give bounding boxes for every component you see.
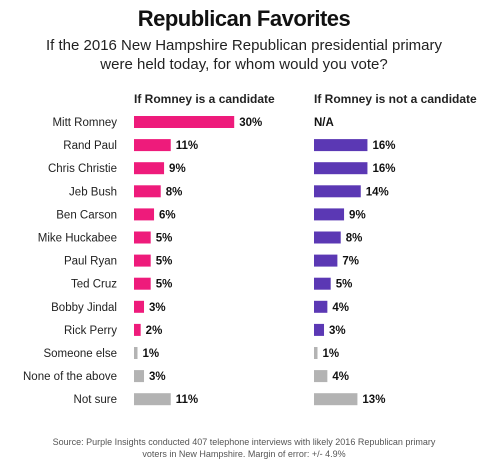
series-header-without-romney: If Romney is not a candidate — [314, 92, 477, 106]
source-note: Source: Purple Insights conducted 407 te… — [52, 437, 436, 459]
value-label-with-romney-rand-paul: 11% — [176, 140, 198, 152]
bar-without-romney-none-of-the-above — [314, 370, 328, 383]
value-label-with-romney-none-of-the-above: 3% — [149, 371, 166, 383]
bar-without-romney-mike-huckabee — [314, 231, 341, 244]
value-label-with-romney-someone-else: 1% — [143, 348, 160, 360]
category-label-not-sure: Not sure — [74, 394, 117, 406]
bar-with-romney-ted-cruz — [134, 277, 151, 290]
category-label-bobby-jindal: Bobby Jindal — [51, 302, 117, 314]
value-label-with-romney-ben-carson: 6% — [159, 209, 176, 221]
bar-with-romney-mitt-romney — [134, 116, 235, 128]
value-label-without-romney-ted-cruz: 5% — [336, 279, 353, 291]
category-label-ben-carson: Ben Carson — [56, 209, 117, 221]
bar-without-romney-paul-ryan — [314, 254, 338, 267]
bar-with-romney-not-sure — [134, 393, 171, 406]
bar-without-romney-ben-carson — [314, 208, 345, 221]
bar-with-romney-ben-carson — [134, 208, 155, 221]
category-label-paul-ryan: Paul Ryan — [64, 256, 117, 268]
bar-with-romney-someone-else — [134, 347, 138, 359]
category-label-someone-else: Someone else — [43, 348, 117, 360]
value-label-with-romney-jeb-bush: 8% — [166, 186, 183, 198]
category-label-ted-cruz: Ted Cruz — [71, 279, 117, 291]
value-label-without-romney-rand-paul: 16% — [372, 140, 395, 152]
bar-with-romney-jeb-bush — [134, 185, 161, 198]
bar-with-romney-rick-perry — [134, 323, 141, 336]
bar-with-romney-rand-paul — [134, 139, 171, 152]
bar-without-romney-rand-paul — [314, 139, 368, 152]
value-label-without-romney-not-sure: 13% — [362, 394, 385, 406]
bar-with-romney-chris-christie — [134, 162, 165, 175]
value-label-without-romney-chris-christie: 16% — [372, 163, 395, 175]
value-label-without-romney-mike-huckabee: 8% — [346, 233, 363, 245]
bar-without-romney-rick-perry — [314, 323, 325, 336]
category-label-rand-paul: Rand Paul — [63, 140, 117, 152]
chart-subtitle: If the 2016 New Hampshire Republican pre… — [45, 37, 443, 73]
value-label-without-romney-ben-carson: 9% — [349, 209, 366, 221]
bar-without-romney-ted-cruz — [314, 277, 331, 290]
value-label-with-romney-rick-perry: 2% — [146, 325, 163, 337]
value-label-without-romney-someone-else: 1% — [323, 348, 340, 360]
value-label-with-romney-mitt-romney: 30% — [239, 117, 262, 129]
value-label-without-romney-bobby-jindal: 4% — [332, 302, 349, 314]
bar-without-romney-not-sure — [314, 393, 358, 406]
bar-with-romney-paul-ryan — [134, 254, 151, 267]
bar-with-romney-none-of-the-above — [134, 370, 145, 383]
value-label-with-romney-not-sure: 11% — [176, 394, 198, 406]
series-header-with-romney: If Romney is a candidate — [134, 92, 275, 106]
category-label-jeb-bush: Jeb Bush — [69, 186, 117, 198]
bar-without-romney-someone-else — [314, 347, 318, 359]
bar-without-romney-jeb-bush — [314, 185, 361, 198]
category-label-chris-christie: Chris Christie — [48, 163, 117, 175]
value-label-with-romney-mike-huckabee: 5% — [156, 233, 173, 245]
value-label-without-romney-rick-perry: 3% — [329, 325, 346, 337]
bar-without-romney-bobby-jindal — [314, 300, 328, 313]
bar-with-romney-bobby-jindal — [134, 300, 145, 313]
category-label-mike-huckabee: Mike Huckabee — [38, 233, 117, 245]
chart-title: Republican Favorites — [137, 6, 351, 31]
value-label-without-romney-none-of-the-above: 4% — [332, 371, 349, 383]
category-label-rick-perry: Rick Perry — [64, 325, 117, 337]
value-label-with-romney-chris-christie: 9% — [169, 163, 186, 175]
category-label-mitt-romney: Mitt Romney — [52, 117, 117, 129]
value-label-with-romney-paul-ryan: 5% — [156, 256, 173, 268]
category-label-none-of-the-above: None of the above — [23, 371, 117, 383]
bar-without-romney-chris-christie — [314, 162, 368, 175]
value-label-with-romney-ted-cruz: 5% — [156, 279, 173, 291]
value-label-with-romney-bobby-jindal: 3% — [149, 302, 166, 314]
value-label-without-romney-paul-ryan: 7% — [342, 256, 359, 268]
bar-with-romney-mike-huckabee — [134, 231, 151, 244]
value-label-without-romney-jeb-bush: 14% — [366, 186, 389, 198]
value-label-without-romney-mitt-romney: N/A — [314, 117, 334, 129]
